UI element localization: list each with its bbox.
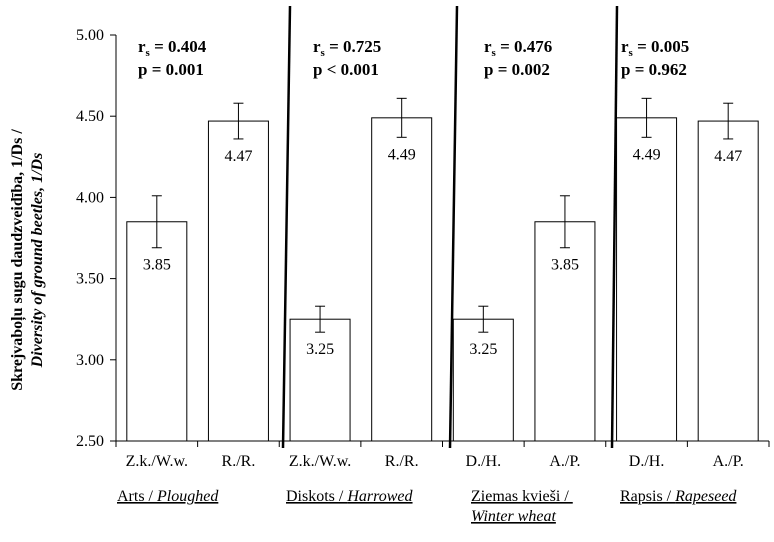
bars: 3.85 Z.k./W.w. 4.47 R./R. 3.25 Z.k./W.w. 4.49 R… — [126, 97, 759, 470]
y-axis-label: Skrejvaboļu sugu daudzveidība, 1/Ds / Di… — [9, 129, 46, 391]
bar — [207, 120, 269, 442]
group-label: Arts / Ploughed — [117, 488, 219, 505]
bar-value-label: 3.25 — [469, 341, 497, 358]
group-label: Diskots / Harrowed — [286, 488, 414, 505]
bar-value-label: 4.49 — [388, 146, 416, 163]
bar — [534, 221, 596, 442]
p-value-stat: p = 0.002 — [484, 60, 550, 79]
x-tick-label: A./P. — [549, 453, 580, 470]
bar-value-label: 3.85 — [551, 257, 579, 274]
correlation-stat: rs = 0.005 — [621, 37, 689, 59]
x-tick-label: R./R. — [385, 453, 419, 470]
x-tick-label: Z.k./W.w. — [126, 453, 188, 470]
bar — [616, 117, 678, 442]
y-tick-label: 4.50 — [76, 108, 104, 125]
group-separator — [610, 5, 619, 449]
group-separators — [281, 5, 619, 449]
x-tick-label: A./P. — [713, 453, 744, 470]
y-tick-label: 4.00 — [76, 189, 104, 206]
bar — [126, 221, 188, 442]
y-tick-label: 3.00 — [76, 352, 104, 369]
correlation-stat: rs = 0.404 — [138, 37, 207, 59]
x-tick-label: R./R. — [222, 453, 256, 470]
group-label: Ziemas kvieši / Winter wheat — [471, 488, 573, 525]
p-value-stat: p = 0.001 — [138, 60, 204, 79]
bar — [452, 318, 514, 442]
bar-value-label: 4.49 — [633, 146, 661, 163]
bar — [289, 318, 351, 442]
y-tick-label: 5.00 — [76, 27, 104, 44]
bar — [697, 120, 759, 442]
x-tick-label: Z.k./W.w. — [289, 453, 351, 470]
correlation-stat: rs = 0.476 — [484, 37, 552, 59]
x-tick-label: D./H. — [466, 453, 502, 470]
y-axis-label-line1: Skrejvaboļu sugu daudzveidība, 1/Ds / — [9, 129, 27, 391]
bar-value-label: 3.25 — [306, 341, 334, 358]
y-axis-label-line2: Diversity of ground beetles, 1/Ds — [29, 153, 46, 369]
bar-value-label: 4.47 — [714, 148, 742, 165]
y-tick-label: 2.50 — [76, 433, 104, 450]
group-separator — [448, 5, 459, 449]
group-label: Rapsis / Rapeseed — [620, 488, 737, 505]
bar-value-label: 3.85 — [143, 257, 171, 274]
group-separator — [281, 5, 292, 449]
bar — [371, 117, 433, 442]
y-tick-label: 3.50 — [76, 271, 104, 288]
x-tick-label: D./H. — [629, 453, 665, 470]
bar-value-label: 4.47 — [224, 148, 252, 165]
correlation-stat: rs = 0.725 — [313, 37, 381, 59]
p-value-stat: p < 0.001 — [313, 60, 379, 79]
p-value-stat: p = 0.962 — [621, 60, 687, 79]
